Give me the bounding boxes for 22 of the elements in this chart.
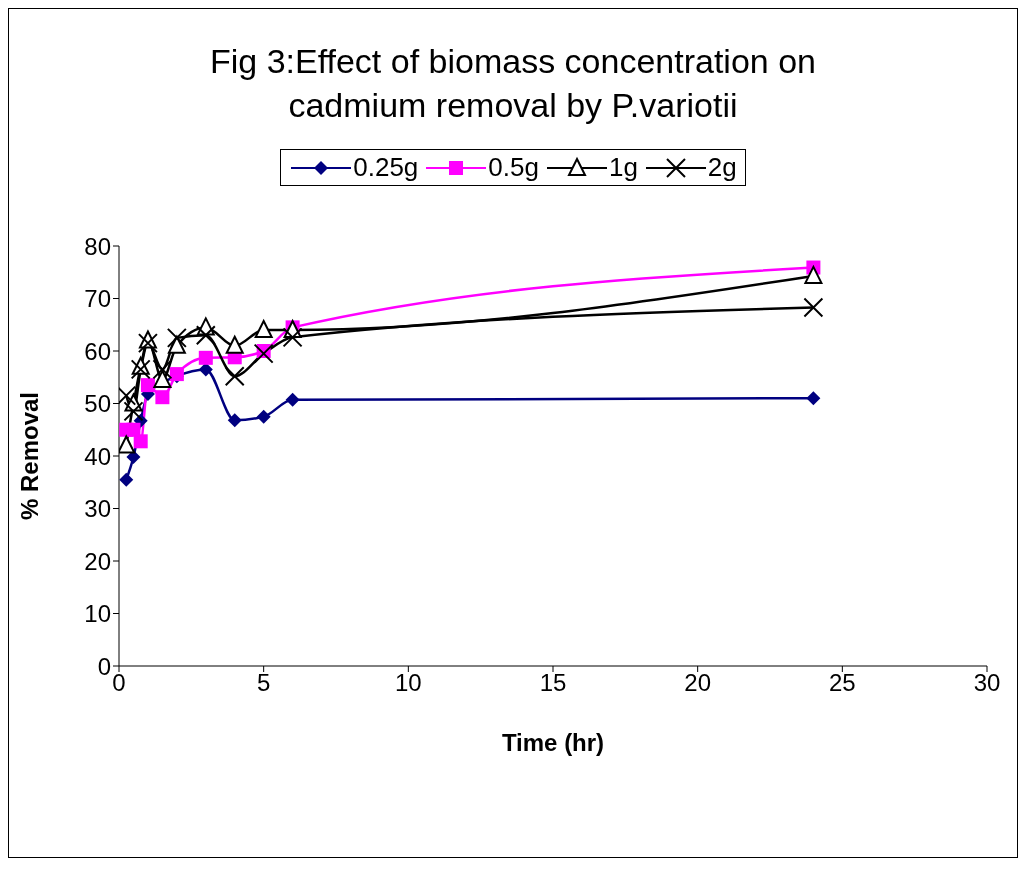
- y-axis-title: % Removal: [15, 391, 43, 521]
- x-tick-label: 15: [539, 669, 567, 697]
- y-tick-label: 70: [84, 285, 111, 313]
- x-tick-label: 10: [394, 669, 422, 697]
- y-tick-label: 50: [84, 390, 111, 418]
- x-tick-label: 5: [256, 669, 271, 697]
- x-tick-label: 20: [684, 669, 712, 697]
- y-tick-label: 10: [84, 600, 111, 628]
- y-tick-label: 20: [84, 547, 111, 575]
- legend-label: 2g: [706, 152, 737, 183]
- legend-label: 1g: [607, 152, 638, 183]
- chart-title: Fig 3:Effect of biomass concentration on cadmium removal by P.variotii: [209, 42, 817, 124]
- legend-label: 0.25g: [352, 152, 419, 183]
- y-tick-label: 40: [84, 442, 111, 470]
- legend-label: 0.5g: [487, 152, 539, 183]
- y-tick-label: 30: [84, 495, 111, 523]
- x-tick-label: 25: [828, 669, 856, 697]
- x-axis-title: Time (hr): [501, 729, 605, 756]
- x-tick-label: 30: [973, 669, 1001, 697]
- y-tick-label: 80: [84, 232, 111, 260]
- y-tick-label: 60: [84, 337, 111, 365]
- y-tick-label: 0: [97, 652, 111, 680]
